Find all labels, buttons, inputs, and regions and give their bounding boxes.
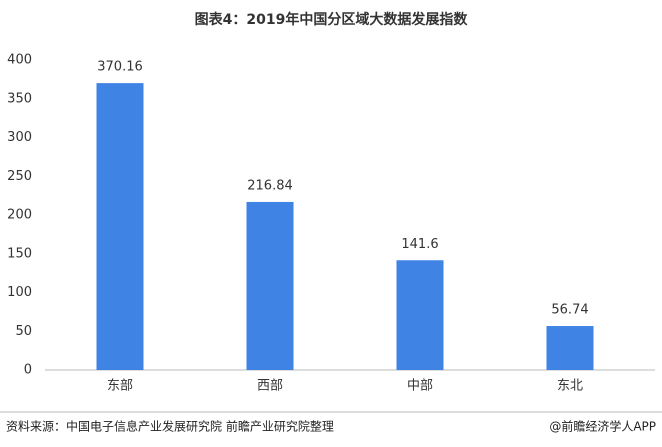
chart-title: 图表4：2019年中国分区域大数据发展指数 <box>195 11 469 28</box>
data-label: 370.16 <box>97 60 143 75</box>
y-tick-label: 250 <box>7 169 32 184</box>
bar <box>246 201 294 370</box>
x-tick-label: 西部 <box>257 379 283 394</box>
x-tick-label: 东北 <box>557 379 583 394</box>
y-tick-label: 50 <box>15 324 32 339</box>
y-tick-label: 300 <box>7 130 32 145</box>
data-label: 216.84 <box>247 178 293 193</box>
bar <box>396 260 444 370</box>
y-tick-label: 150 <box>7 246 32 261</box>
y-tick-label: 100 <box>7 285 32 300</box>
data-label: 56.74 <box>551 303 588 318</box>
source-note: 资料来源：中国电子信息产业发展研究院 前瞻产业研究院整理 <box>6 419 334 434</box>
bar <box>546 326 594 370</box>
y-tick-label: 200 <box>7 208 32 223</box>
data-label: 141.6 <box>401 237 438 252</box>
y-tick-label: 0 <box>24 363 32 378</box>
y-tick-label: 400 <box>7 53 32 68</box>
credit: @前瞻经济学人APP <box>549 419 656 434</box>
y-tick-label: 350 <box>7 91 32 106</box>
bar <box>96 83 144 370</box>
x-tick-label: 中部 <box>407 379 433 394</box>
x-tick-label: 东部 <box>107 379 133 394</box>
